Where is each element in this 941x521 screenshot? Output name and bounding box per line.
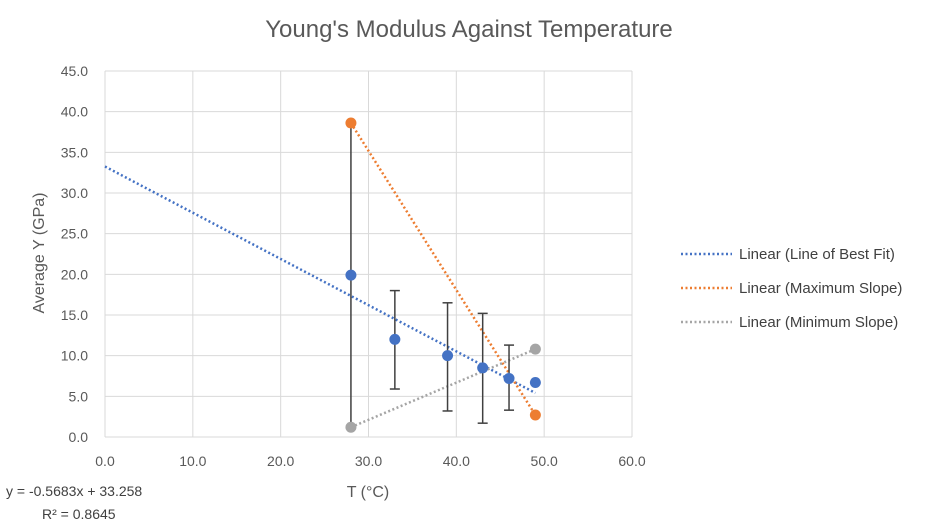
trendline-equation: y = -0.5683x + 33.258 [6, 483, 142, 499]
y-tick-label: 35.0 [61, 144, 88, 160]
data-point [529, 343, 541, 355]
trendlines [104, 122, 537, 429]
x-tick-label: 40.0 [443, 453, 470, 469]
chart-title: Young's Modulus Against Temperature [265, 16, 673, 43]
y-tick-label: 40.0 [61, 104, 88, 120]
x-tick-labels: 0.0 10.0 20.0 30.0 40.0 50.0 60.0 [95, 453, 646, 469]
x-tick-label: 0.0 [95, 453, 115, 469]
y-tick-label: 20.0 [61, 266, 88, 282]
y-tick-label: 15.0 [61, 307, 88, 323]
trendline-2 [350, 348, 536, 429]
data-point [389, 333, 401, 345]
y-tick-label: 10.0 [61, 348, 88, 364]
x-tick-label: 20.0 [267, 453, 294, 469]
data-point [345, 421, 357, 433]
data-point [345, 269, 357, 281]
x-tick-label: 60.0 [618, 453, 645, 469]
trendline-0 [104, 165, 536, 395]
data-point [529, 377, 541, 389]
data-point [345, 117, 357, 129]
y-tick-label: 25.0 [61, 226, 88, 242]
y-tick-label: 5.0 [69, 388, 89, 404]
y-tick-label: 30.0 [61, 185, 88, 201]
trendline-r-squared: R² = 0.8645 [42, 506, 116, 521]
data-point [477, 362, 489, 374]
x-tick-label: 30.0 [355, 453, 382, 469]
x-tick-label: 10.0 [179, 453, 206, 469]
y-tick-label: 45.0 [61, 63, 88, 79]
trendline-1 [349, 122, 537, 416]
y-tick-label: 0.0 [69, 429, 89, 445]
grid [104, 70, 633, 438]
data-points [345, 117, 541, 433]
data-point [503, 372, 515, 384]
legend-label: Linear (Line of Best Fit) [739, 246, 895, 263]
data-point [442, 350, 454, 362]
x-axis-label: T (°C) [347, 484, 390, 501]
legend-label: Linear (Minimum Slope) [739, 314, 898, 331]
data-point [529, 409, 541, 421]
x-tick-label: 50.0 [531, 453, 558, 469]
legend-label: Linear (Maximum Slope) [739, 280, 902, 297]
legend: Linear (Line of Best Fit) Linear (Maximum… [681, 246, 902, 331]
y-axis-label: Average Y (GPa) [31, 193, 48, 314]
y-tick-labels: 0.0 5.0 10.0 15.0 20.0 25.0 30.0 35.0 40.0 45.0 [61, 63, 88, 445]
